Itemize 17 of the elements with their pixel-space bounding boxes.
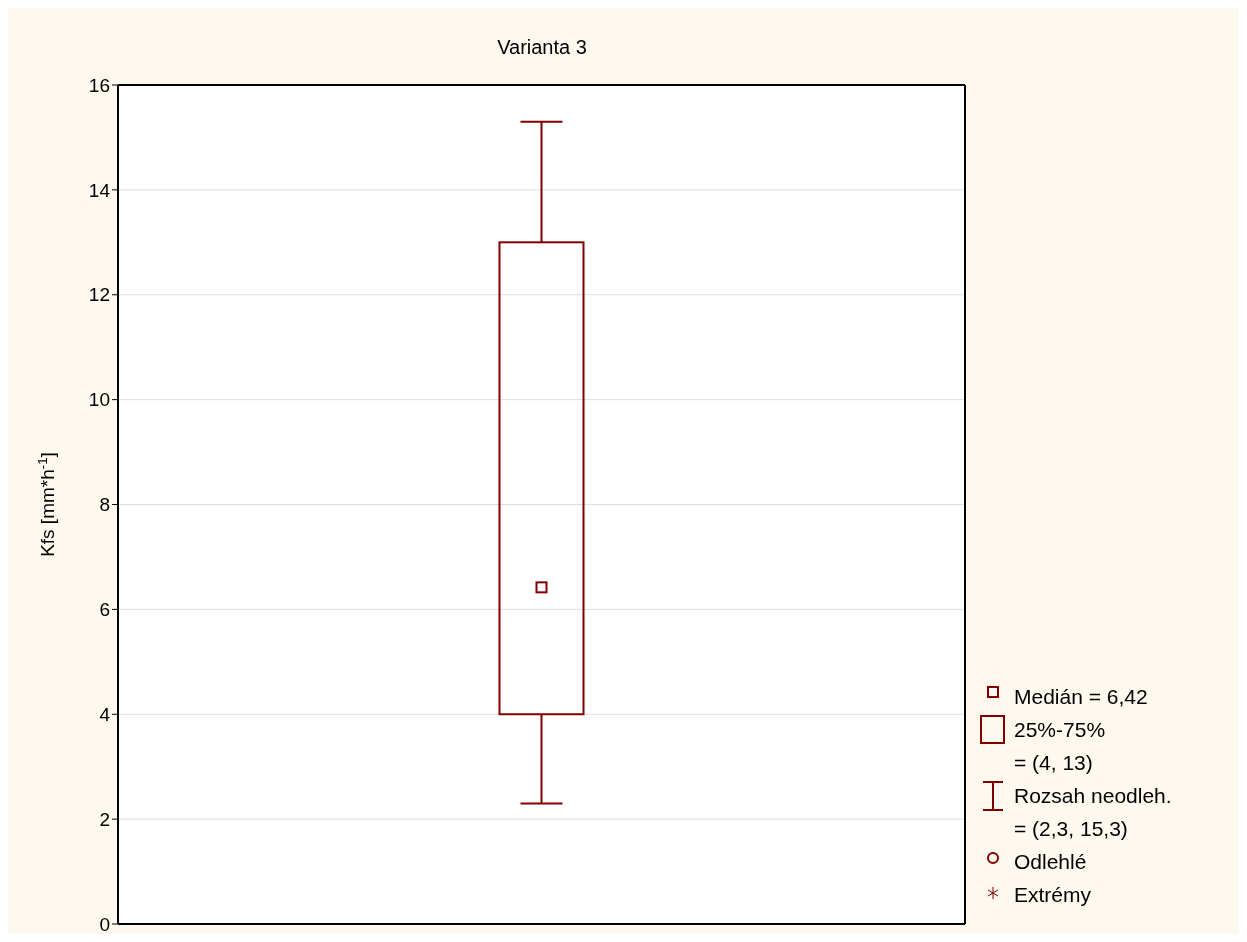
- text: Medián = 6,42: [1014, 685, 1148, 708]
- y-tick-label: 8: [99, 494, 110, 516]
- y-tick-label: 14: [88, 179, 111, 201]
- y-tick-label: 10: [88, 389, 110, 411]
- text: = (4, 13): [1014, 751, 1093, 774]
- y-tick-label: 6: [99, 599, 110, 621]
- y-tick-label: 0: [99, 913, 110, 935]
- y-tick-label: 4: [99, 703, 111, 725]
- text: Extrémy: [1014, 883, 1092, 906]
- y-tick-label: 2: [99, 808, 110, 830]
- text: Odlehlé: [1014, 850, 1087, 873]
- y-tick-label: 16: [88, 74, 110, 96]
- y-tick-label: 12: [88, 284, 110, 306]
- text: = (2,3, 15,3): [1014, 817, 1128, 840]
- text: 25%-75%: [1014, 718, 1106, 741]
- chart-title: Varianta 3: [496, 36, 588, 59]
- text: Rozsah neodleh.: [1014, 784, 1172, 807]
